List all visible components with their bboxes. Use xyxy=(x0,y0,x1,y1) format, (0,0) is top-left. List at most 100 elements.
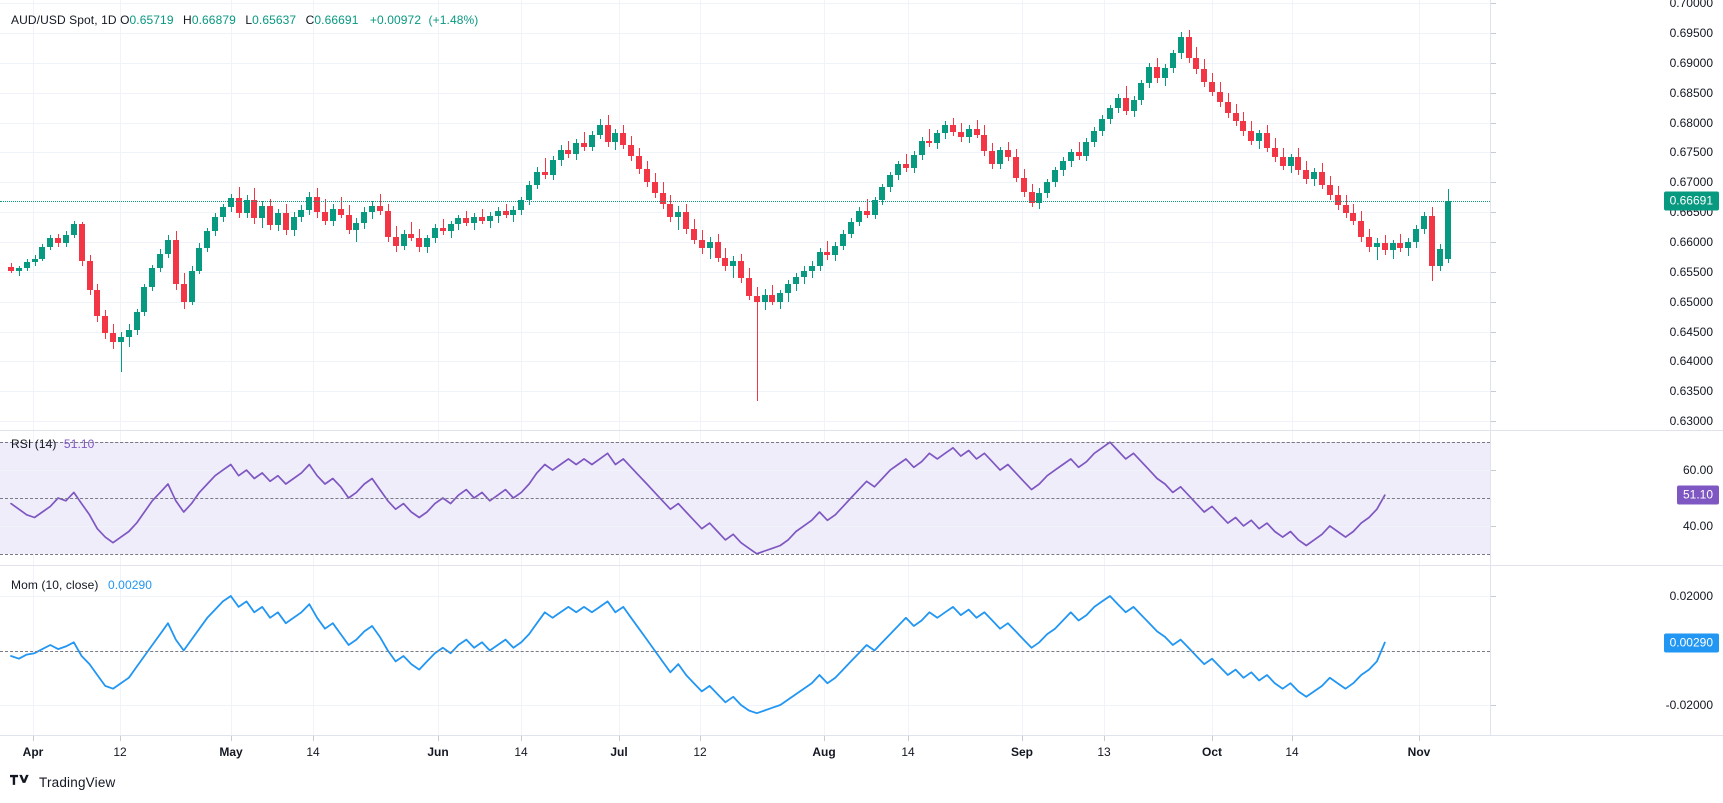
candle-body xyxy=(157,253,164,269)
price-axis-label: 0.68000 xyxy=(1669,115,1713,130)
candle-wick xyxy=(545,158,546,179)
candle-body xyxy=(502,210,509,215)
candle-body xyxy=(1161,67,1168,79)
candle-body xyxy=(486,215,493,221)
tradingview-logo-icon xyxy=(10,773,32,792)
candle-body xyxy=(840,233,847,246)
time-axis-label: Jul xyxy=(610,745,628,759)
time-axis-label: 14 xyxy=(901,745,915,759)
candle-body xyxy=(1075,152,1082,157)
candle-body xyxy=(887,175,894,188)
price-axis-tick xyxy=(1490,421,1496,423)
candle-body xyxy=(683,212,690,229)
momentum-plot-area[interactable] xyxy=(0,566,1490,735)
rsi-axis[interactable]: 60.00 40.00 51.10 xyxy=(1490,431,1723,565)
candle-body xyxy=(588,134,595,147)
close-label: C xyxy=(305,13,315,27)
grid-line-horizontal xyxy=(0,421,1490,423)
grid-line-horizontal xyxy=(0,62,1490,64)
candle-body xyxy=(769,294,776,302)
candle-body xyxy=(1099,119,1106,131)
candle-body xyxy=(541,171,548,176)
candle-body xyxy=(1334,195,1341,205)
candle-body xyxy=(1240,121,1247,131)
rsi-overbought-line xyxy=(0,442,1490,444)
grid-line-vertical xyxy=(700,0,701,430)
momentum-axis-tick xyxy=(1490,705,1496,707)
price-plot-area[interactable] xyxy=(0,0,1490,430)
rsi-title[interactable]: RSI (14) xyxy=(11,437,57,451)
candle-body xyxy=(251,200,258,219)
time-axis-label: Oct xyxy=(1201,745,1223,759)
indicator-line xyxy=(10,441,1386,555)
candle-body xyxy=(1436,249,1443,266)
candle-body xyxy=(62,234,69,244)
symbol-label[interactable]: AUD/USD Spot, 1D xyxy=(11,13,117,27)
time-axis-label: 14 xyxy=(514,745,528,759)
candle-body xyxy=(1209,82,1216,92)
candle-body xyxy=(863,210,870,215)
rsi-panel: 60.00 40.00 51.10 xyxy=(0,431,1723,565)
candle-body xyxy=(1052,170,1059,183)
price-axis-label: 0.66000 xyxy=(1669,235,1713,249)
price-axis-tick xyxy=(1490,271,1496,273)
grid-line-horizontal xyxy=(0,92,1490,94)
candle-body xyxy=(1381,243,1388,251)
candle-body xyxy=(816,251,823,266)
momentum-value-badge: 0.00290 xyxy=(1663,633,1719,653)
open-label: O xyxy=(120,13,130,27)
rsi-value: 51.10 xyxy=(63,437,95,451)
price-axis-tick xyxy=(1490,242,1496,243)
grid-line-vertical xyxy=(33,0,34,430)
time-axis-label: Nov xyxy=(1407,745,1431,759)
candle-body xyxy=(690,228,697,240)
candle-wick xyxy=(584,132,585,152)
price-axis-label: 0.69000 xyxy=(1669,55,1713,70)
candle-body xyxy=(785,283,792,294)
momentum-axis-tick xyxy=(1490,595,1496,597)
candle-body xyxy=(479,216,485,221)
candle-body xyxy=(196,247,203,271)
candle-body xyxy=(824,251,831,256)
candle-body xyxy=(612,133,619,142)
rsi-plot-area[interactable] xyxy=(0,431,1490,565)
candle-body xyxy=(329,208,336,221)
candle-body xyxy=(1279,157,1286,166)
candle-body xyxy=(714,242,721,258)
tradingview-brand: TradingView xyxy=(39,774,116,790)
candle-body xyxy=(1083,141,1090,157)
price-axis-tick xyxy=(1490,122,1496,124)
price-axis[interactable]: 0.70000 0.69500 0.69000 0.68500 0.68000 0.675… xyxy=(1490,0,1723,430)
time-axis-tick xyxy=(438,736,439,741)
momentum-axis[interactable]: 0.02000 -0.02000 0.00290 xyxy=(1490,566,1723,735)
time-axis-tick xyxy=(908,736,909,741)
candle-body xyxy=(1169,53,1176,68)
candle-body xyxy=(494,210,501,216)
time-axis-label: 14 xyxy=(1285,745,1299,759)
candle-body xyxy=(408,233,415,239)
candle-body xyxy=(188,270,195,302)
momentum-axis-label: 0.02000 xyxy=(1669,588,1713,603)
panel-separator xyxy=(0,430,1723,431)
price-axis-tick xyxy=(1490,212,1496,214)
momentum-title[interactable]: Mom (10, close) xyxy=(11,578,99,592)
candle-body xyxy=(1303,170,1310,179)
candle-body xyxy=(392,237,399,246)
candle-body xyxy=(965,128,972,137)
candle-body xyxy=(1342,205,1349,214)
candle-body xyxy=(298,209,305,217)
candle-body xyxy=(1036,193,1043,203)
candle-body xyxy=(227,197,234,208)
candle-wick xyxy=(380,194,381,215)
candle-wick xyxy=(443,219,444,235)
candle-body xyxy=(1004,150,1011,158)
rsi-value-badge: 51.10 xyxy=(1676,485,1719,505)
candle-body xyxy=(643,169,650,183)
candle-body xyxy=(8,267,14,271)
price-axis-label: 0.67000 xyxy=(1669,175,1713,190)
grid-line-horizontal xyxy=(0,122,1490,124)
candle-body xyxy=(620,133,627,146)
candle-body xyxy=(997,150,1004,165)
candle-body xyxy=(1177,36,1184,54)
